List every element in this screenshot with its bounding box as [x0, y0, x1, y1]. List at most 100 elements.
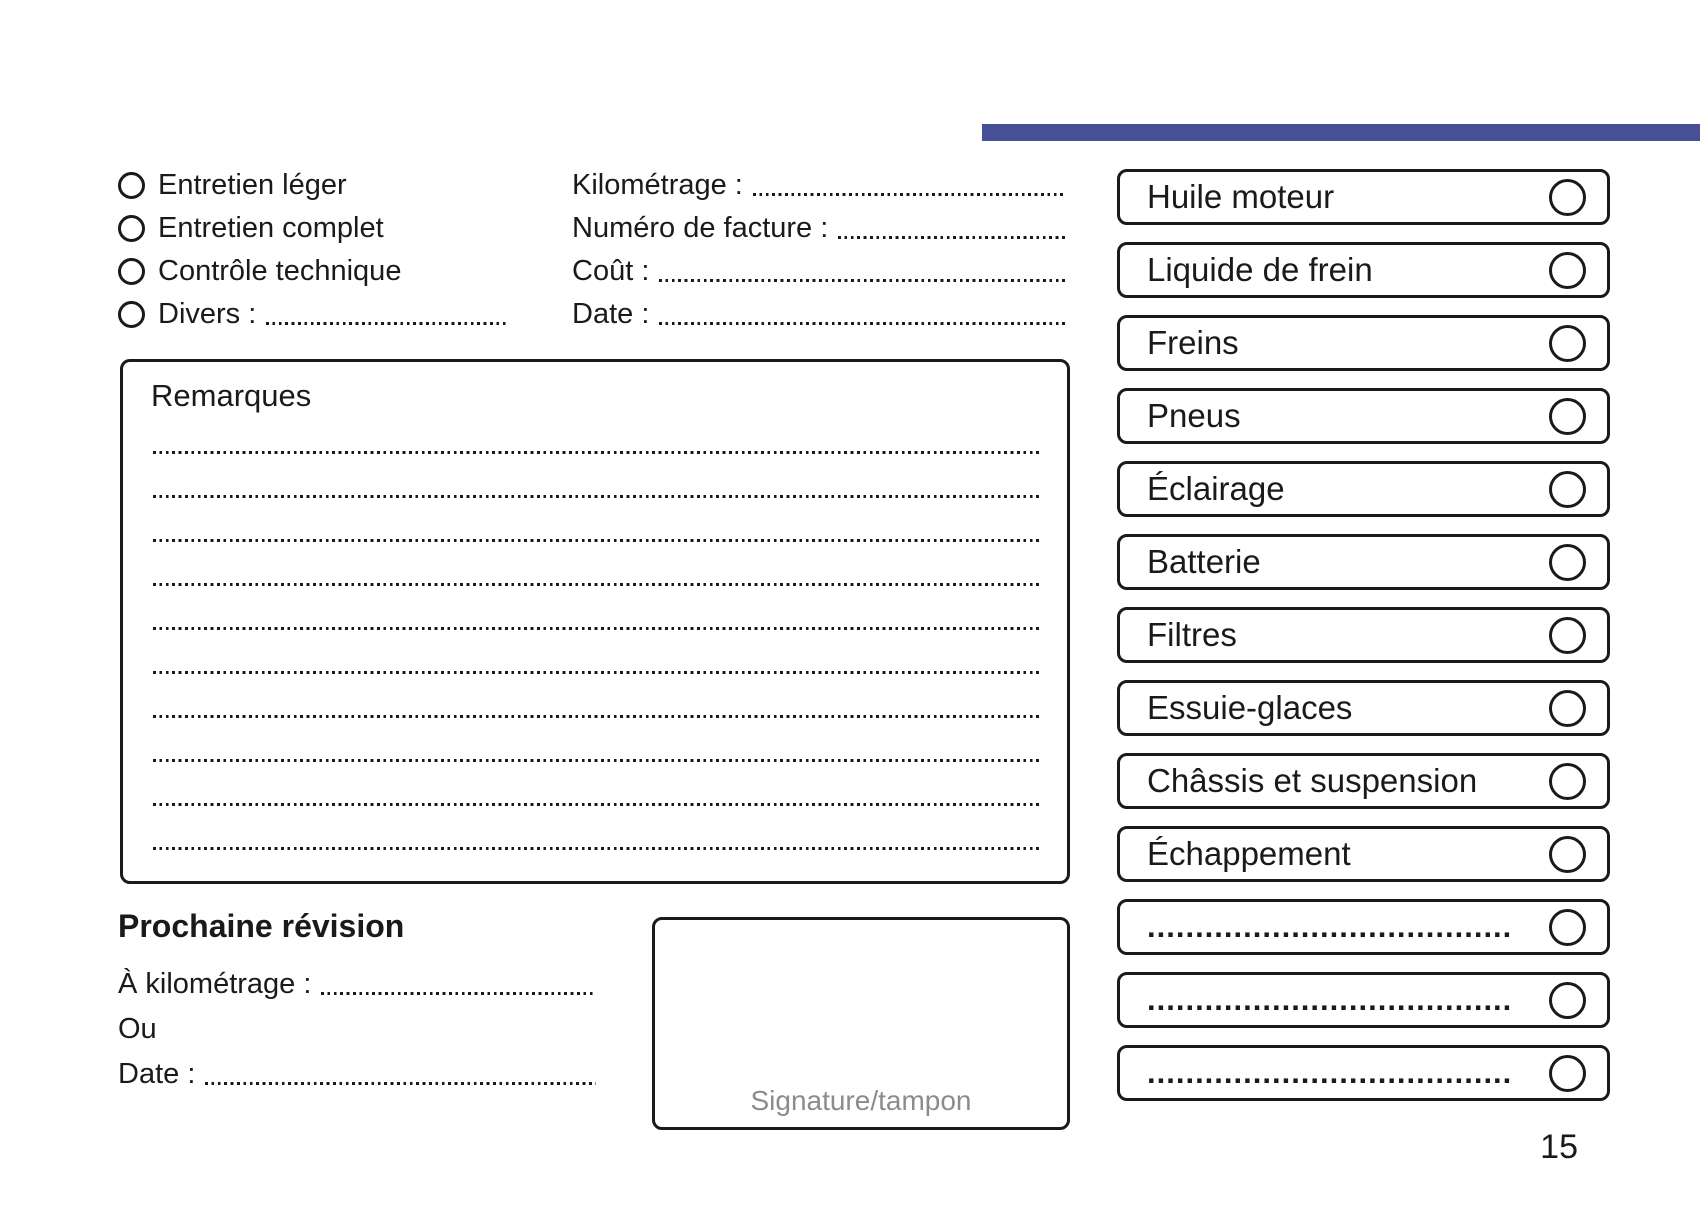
invoice-field: Kilométrage :	[572, 164, 1065, 207]
checklist-item: Batterie	[1117, 534, 1610, 590]
header-accent-bar	[982, 124, 1700, 141]
invoice-field-label: Date :	[572, 298, 650, 330]
checklist-item: Huile moteur	[1117, 169, 1610, 225]
invoice-fields-section: Kilométrage : Numéro de facture : Coût :…	[572, 164, 1065, 336]
check-circle-icon[interactable]	[1549, 543, 1586, 581]
remarks-writing-line[interactable]	[153, 410, 1039, 454]
check-circle-icon[interactable]	[1549, 1054, 1586, 1092]
fill-in-line[interactable]	[659, 279, 1065, 282]
invoice-field: Date :	[572, 293, 1065, 336]
check-circle-icon[interactable]	[1549, 981, 1586, 1019]
radio-circle-icon[interactable]	[118, 172, 145, 199]
checklist-item-label: ......................................	[1147, 982, 1513, 1017]
invoice-field-label: Coût :	[572, 255, 650, 287]
service-type-option: Entretien complet	[118, 207, 508, 250]
remarks-writing-line[interactable]	[153, 586, 1039, 630]
remarks-writing-line[interactable]	[153, 806, 1039, 850]
radio-circle-icon[interactable]	[118, 215, 145, 242]
page-number: 15	[1540, 1128, 1578, 1166]
fill-in-line	[153, 627, 1039, 630]
service-type-label: Divers :	[158, 298, 257, 330]
checklist-item-label: Essuie-glaces	[1147, 689, 1353, 726]
next-service-field: Date :	[118, 1052, 596, 1097]
signature-box[interactable]: Signature/tampon	[652, 917, 1070, 1130]
fill-in-line	[153, 583, 1039, 586]
service-type-option: Contrôle technique	[118, 250, 508, 293]
checklist-item: Échappement	[1117, 826, 1610, 882]
checklist-item: ......................................	[1117, 899, 1610, 955]
checklist-item-label: ......................................	[1147, 909, 1513, 944]
next-service-section: Prochaine révision À kilométrage : Ou Da…	[118, 906, 596, 1097]
service-type-section: Entretien léger Entretien complet Contrô…	[118, 164, 508, 336]
checklist-item: Liquide de frein	[1117, 242, 1610, 298]
service-type-label: Contrôle technique	[158, 255, 402, 287]
remarks-writing-line[interactable]	[153, 454, 1039, 498]
invoice-field-label: Numéro de facture :	[572, 212, 829, 244]
check-circle-icon[interactable]	[1549, 908, 1586, 946]
check-circle-icon[interactable]	[1549, 470, 1586, 508]
checklist-item: Éclairage	[1117, 461, 1610, 517]
service-type-option: Divers :	[118, 293, 508, 336]
remarks-box: Remarques	[120, 359, 1070, 884]
checklist-section: Huile moteur Liquide de frein Freins Pne…	[1117, 169, 1610, 1118]
fill-in-line	[153, 671, 1039, 674]
check-circle-icon[interactable]	[1549, 616, 1586, 654]
fill-in-line[interactable]	[838, 236, 1065, 239]
checklist-item-label: Liquide de frein	[1147, 251, 1373, 288]
next-service-fields: À kilométrage : Ou Date :	[118, 962, 596, 1097]
next-service-field-label: À kilométrage :	[118, 968, 312, 1000]
remarks-writing-line[interactable]	[153, 498, 1039, 542]
fill-in-line[interactable]	[752, 193, 1065, 196]
checklist-item: Pneus	[1117, 388, 1610, 444]
fill-in-line	[153, 847, 1039, 850]
checklist-item-label: Éclairage	[1147, 470, 1285, 507]
checklist-item: Filtres	[1117, 607, 1610, 663]
checklist-item-label: Huile moteur	[1147, 178, 1335, 215]
check-circle-icon[interactable]	[1549, 397, 1586, 435]
radio-circle-icon[interactable]	[118, 258, 145, 285]
fill-in-line[interactable]	[659, 322, 1065, 325]
check-circle-icon[interactable]	[1549, 324, 1586, 362]
checklist-item-label: Filtres	[1147, 616, 1237, 653]
check-circle-icon[interactable]	[1549, 178, 1586, 216]
checklist-item: Châssis et suspension	[1117, 753, 1610, 809]
service-type-option: Entretien léger	[118, 164, 508, 207]
next-service-field-label: Ou	[118, 1013, 157, 1045]
remarks-title: Remarques	[151, 378, 312, 413]
next-service-field: Ou	[118, 1007, 596, 1052]
remarks-writing-line[interactable]	[153, 542, 1039, 586]
invoice-field-label: Kilométrage :	[572, 169, 743, 201]
checklist-item-label: Châssis et suspension	[1147, 762, 1478, 799]
checklist-item-label: Batterie	[1147, 543, 1261, 580]
fill-in-line[interactable]	[205, 1082, 596, 1085]
next-service-field-label: Date :	[118, 1058, 196, 1090]
next-service-field: À kilométrage :	[118, 962, 596, 1007]
checklist-item: ......................................	[1117, 972, 1610, 1028]
check-circle-icon[interactable]	[1549, 835, 1586, 873]
remarks-writing-line[interactable]	[153, 630, 1039, 674]
fill-in-line	[153, 539, 1039, 542]
checklist-item-label: ......................................	[1147, 1055, 1513, 1090]
checklist-item: Essuie-glaces	[1117, 680, 1610, 736]
checklist-item: Freins	[1117, 315, 1610, 371]
fill-in-line	[153, 715, 1039, 718]
fill-in-line	[153, 759, 1039, 762]
check-circle-icon[interactable]	[1549, 689, 1586, 727]
checklist-item-label: Échappement	[1147, 835, 1351, 872]
remarks-writing-line[interactable]	[153, 718, 1039, 762]
remarks-writing-line[interactable]	[153, 674, 1039, 718]
fill-in-line[interactable]	[266, 322, 508, 325]
radio-circle-icon[interactable]	[118, 301, 145, 328]
fill-in-line	[153, 803, 1039, 806]
check-circle-icon[interactable]	[1549, 762, 1586, 800]
remarks-writing-line[interactable]	[153, 762, 1039, 806]
invoice-field: Coût :	[572, 250, 1065, 293]
checklist-item-label: Pneus	[1147, 397, 1241, 434]
service-type-label: Entretien léger	[158, 169, 347, 201]
check-circle-icon[interactable]	[1549, 251, 1586, 289]
fill-in-line	[153, 495, 1039, 498]
invoice-field: Numéro de facture :	[572, 207, 1065, 250]
fill-in-line[interactable]	[321, 992, 596, 995]
remarks-lines	[153, 410, 1039, 850]
